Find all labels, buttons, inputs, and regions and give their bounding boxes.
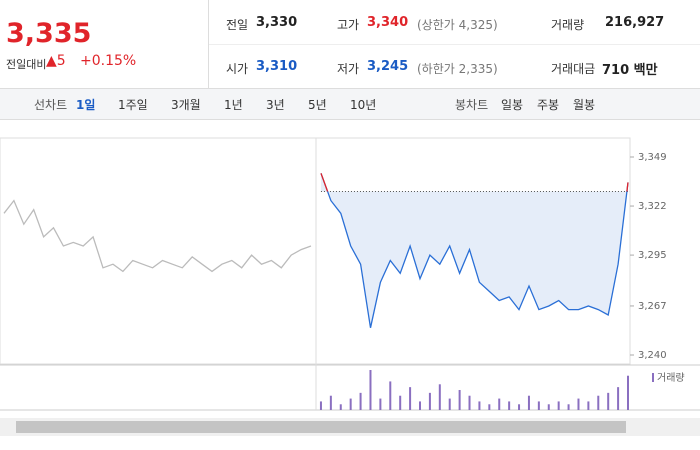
volume-bar xyxy=(438,384,441,410)
y-tick-label: 3,295 xyxy=(638,250,667,261)
scroll-thumb[interactable] xyxy=(16,421,626,433)
volume-bar xyxy=(597,395,600,410)
stat-value: 216,927 xyxy=(605,15,665,30)
x-tick-label: 11:00 xyxy=(448,417,477,418)
stat-label: 전일 xyxy=(226,18,249,32)
stat-value: 3,330 xyxy=(256,15,298,30)
y-tick-label: 3,349 xyxy=(638,152,667,163)
volume-bar xyxy=(389,381,392,410)
legend-label: 거래량 xyxy=(657,372,685,384)
volume-bar xyxy=(537,401,540,410)
volume-bar xyxy=(488,404,491,410)
volume-bar xyxy=(468,395,471,410)
volume-bar xyxy=(349,398,352,410)
volume-bar xyxy=(557,401,560,410)
volume-bar xyxy=(547,404,550,410)
tab[interactable]: 일봉 xyxy=(501,98,524,112)
x-tick-label: 13:00 xyxy=(545,417,574,418)
x-tick-label: 10:00 xyxy=(399,417,428,418)
volume-bar xyxy=(607,392,610,410)
tab[interactable]: 3년 xyxy=(266,98,285,112)
volume-bar xyxy=(359,392,362,410)
stat-label: 저가 xyxy=(337,62,360,76)
stat-value: 3,310 xyxy=(256,59,298,74)
price: 3,335 xyxy=(6,18,92,49)
tab[interactable]: 1일 xyxy=(76,98,96,112)
y-tick-label: 3,267 xyxy=(638,301,667,312)
chart: 3,349 3,322 3,295 3,267 3,240 거래량 09:00 10:00 11… xyxy=(0,137,700,418)
header xyxy=(0,0,700,89)
volume-bar xyxy=(627,375,629,410)
volume-bar xyxy=(369,370,372,410)
tab[interactable]: 1주일 xyxy=(118,98,148,112)
area xyxy=(320,173,628,328)
x-tick-label: 12:00 xyxy=(496,417,525,418)
legend-swatch xyxy=(652,373,654,382)
tab[interactable]: 월봉 xyxy=(573,98,596,112)
tab[interactable]: 10년 xyxy=(350,98,377,112)
stat-value: 710 백만 xyxy=(602,63,658,78)
volume-bar xyxy=(498,398,501,410)
line xyxy=(320,173,629,328)
tab[interactable]: 1년 xyxy=(224,98,243,112)
change-label: 전일대비 xyxy=(6,58,47,71)
tab-label: 봉차트 xyxy=(455,98,489,112)
x-tick-label: 15:00 xyxy=(642,417,671,418)
x-tick-label: 09:00 xyxy=(351,417,380,418)
volume-bar xyxy=(617,387,620,410)
tab[interactable]: 3개월 xyxy=(171,98,201,112)
line xyxy=(3,199,312,273)
volume-bar xyxy=(379,398,382,410)
tab[interactable]: 주봉 xyxy=(537,98,560,112)
stat-value: 3,340 xyxy=(367,15,409,30)
volume-bar xyxy=(478,401,481,410)
change: ▲5 xyxy=(46,53,66,69)
tab-bar xyxy=(0,89,700,120)
volume-bar xyxy=(428,392,431,410)
volume-bar xyxy=(448,398,451,410)
plot-frame xyxy=(0,137,631,365)
y-tick-label: 3,322 xyxy=(638,201,667,212)
volume-bar xyxy=(587,401,590,410)
divider xyxy=(208,0,209,88)
volume-bar xyxy=(518,404,521,410)
x-tick-label: 14:00 xyxy=(593,417,622,418)
tab[interactable]: 5년 xyxy=(308,98,327,112)
volume-bar xyxy=(419,401,421,410)
volume-bar xyxy=(339,404,342,410)
stat-note: (상한가 4,325) xyxy=(417,18,498,32)
volume-bar xyxy=(409,387,412,410)
volume-bar xyxy=(399,395,402,410)
stat-value: 3,245 xyxy=(367,59,409,74)
volume-bar xyxy=(319,401,322,410)
volume-bar xyxy=(508,401,511,410)
volume-bar xyxy=(329,395,332,410)
stat-note: (하한가 2,335) xyxy=(417,62,498,76)
divider xyxy=(209,44,700,45)
tab-label: 선차트 xyxy=(34,98,68,112)
stat-label: 시가 xyxy=(226,62,249,76)
volume-bar xyxy=(577,398,580,410)
change-rate: +0.15% xyxy=(80,53,137,69)
stat-label: 고가 xyxy=(337,18,360,32)
volume-bar xyxy=(458,390,461,410)
stat-label: 거래량 xyxy=(551,18,585,32)
volume-bar xyxy=(527,395,530,410)
stat-label: 거래대금 xyxy=(551,62,596,76)
volume-bar xyxy=(567,404,570,410)
y-tick-label: 3,240 xyxy=(638,350,667,361)
